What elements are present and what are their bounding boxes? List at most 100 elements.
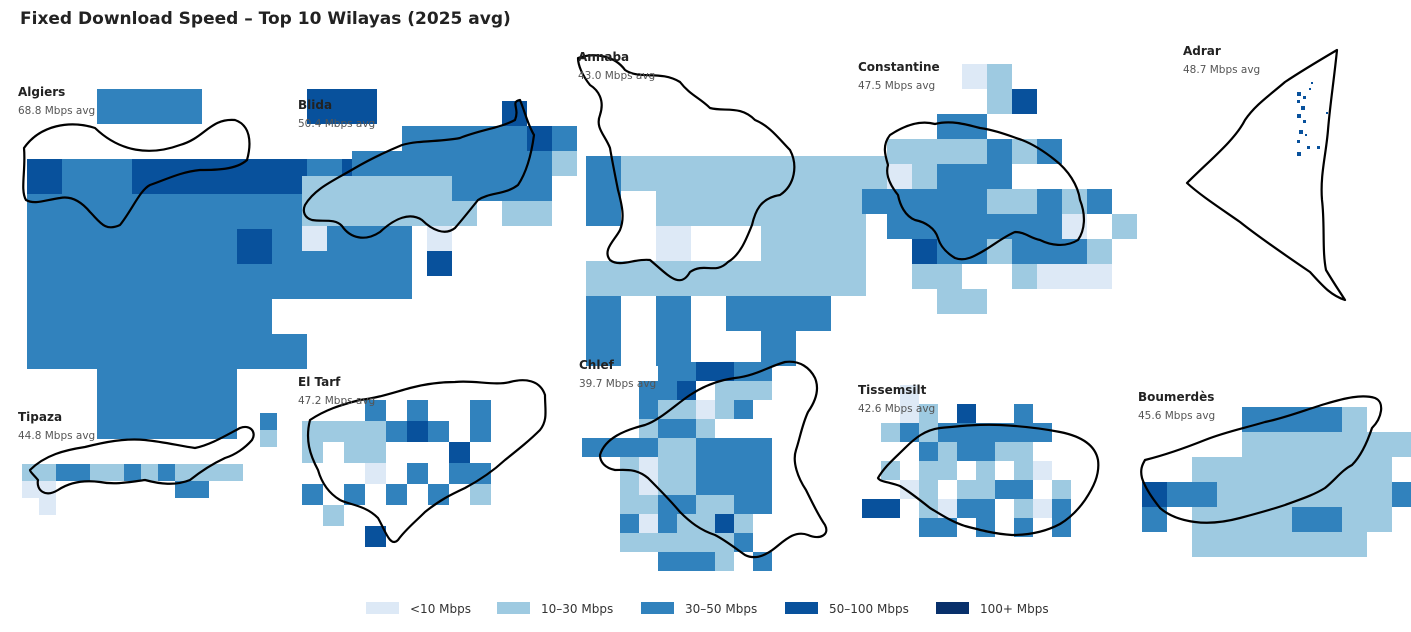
- speed-cell: [656, 331, 691, 366]
- speed-cell: [1317, 432, 1342, 457]
- speed-cell: [209, 464, 226, 481]
- legend-item: 50–100 Mbps: [785, 602, 909, 616]
- speed-cell: [753, 457, 772, 476]
- wilaya-average: 48.7 Mbps avg: [1183, 64, 1260, 76]
- speed-cell: [1297, 100, 1300, 103]
- wilaya-panel-algiers: Algiers 68.8 Mbps avg: [18, 85, 412, 439]
- speed-cell: [260, 430, 277, 447]
- speed-cell: [937, 189, 962, 214]
- speed-cell: [352, 201, 377, 226]
- speed-cell: [272, 159, 307, 194]
- speed-cell: [386, 421, 407, 442]
- speed-cell: [995, 423, 1014, 442]
- speed-cell: [1087, 264, 1112, 289]
- speed-cell: [1292, 532, 1317, 557]
- speed-cell: [677, 457, 696, 476]
- speed-cell: [327, 201, 352, 226]
- speed-cell: [937, 164, 962, 189]
- speed-cell: [27, 229, 62, 264]
- speed-cell: [658, 514, 677, 533]
- speed-cell: [552, 151, 577, 176]
- speed-cell: [734, 381, 753, 400]
- wilaya-boundary: [22, 118, 251, 229]
- wilaya-boundary: [883, 121, 1085, 261]
- speed-cell: [658, 362, 677, 381]
- speed-cell: [202, 264, 237, 299]
- speed-cell: [1087, 189, 1112, 214]
- speed-cell: [962, 214, 987, 239]
- speed-cell: [1014, 442, 1033, 461]
- speed-cell: [502, 201, 527, 226]
- speed-cell: [377, 226, 402, 251]
- speed-cell: [1267, 457, 1292, 482]
- speed-cell: [1292, 507, 1317, 532]
- speed-cell: [658, 438, 677, 457]
- speed-cell: [900, 404, 919, 423]
- speed-cell: [639, 400, 658, 419]
- speed-cell: [677, 495, 696, 514]
- speed-cell: [734, 476, 753, 495]
- speed-cell: [658, 381, 677, 400]
- speed-cell: [715, 495, 734, 514]
- speed-cell: [97, 194, 132, 229]
- speed-cell: [132, 229, 167, 264]
- speed-cell: [39, 464, 56, 481]
- speed-cell: [402, 176, 427, 201]
- speed-cell: [377, 251, 402, 276]
- speed-cell: [976, 518, 995, 537]
- speed-cell: [677, 514, 696, 533]
- speed-cell: [502, 126, 527, 151]
- speed-cell: [919, 518, 938, 537]
- speed-cell: [912, 139, 937, 164]
- wilaya-name: Boumerdès: [1138, 390, 1214, 404]
- speed-cell: [938, 518, 957, 537]
- speed-cell: [726, 191, 761, 226]
- speed-cell: [27, 264, 62, 299]
- speed-cell: [1392, 482, 1411, 507]
- wilaya-name: Blida: [298, 98, 332, 112]
- speed-cell: [586, 191, 621, 226]
- speed-cell: [132, 89, 167, 124]
- speed-cell: [1292, 457, 1317, 482]
- speed-cell: [132, 404, 167, 439]
- speed-cell: [995, 442, 1014, 461]
- speed-cell: [831, 226, 866, 261]
- speed-cell: [726, 296, 761, 331]
- speed-cell: [734, 457, 753, 476]
- speed-cell: [639, 438, 658, 457]
- speed-cell: [995, 480, 1014, 499]
- speed-cell: [344, 421, 365, 442]
- speed-cell: [141, 464, 158, 481]
- speed-cell: [1192, 457, 1217, 482]
- speed-cell: [56, 464, 73, 481]
- speed-cell: [831, 261, 866, 296]
- speed-cell: [132, 334, 167, 369]
- wilaya-name: Tissemsilt: [858, 383, 927, 397]
- speed-cell: [753, 381, 772, 400]
- speed-cell: [691, 156, 726, 191]
- speed-cell: [302, 176, 327, 201]
- speed-cell: [1311, 82, 1313, 84]
- speed-cell: [124, 464, 141, 481]
- speed-cell: [761, 191, 796, 226]
- wilaya-average: 68.8 Mbps avg: [18, 105, 95, 117]
- speed-cell: [1192, 532, 1217, 557]
- speed-cell: [1087, 239, 1112, 264]
- speed-cell: [862, 499, 881, 518]
- speed-cell: [1014, 480, 1033, 499]
- speed-cell: [90, 464, 107, 481]
- speed-grid: [27, 89, 412, 439]
- speed-cell: [976, 461, 995, 480]
- wilaya-boundary: [598, 360, 828, 559]
- wilaya-panels: Algiers 68.8 Mbps avg Blida 50.4 Mbps avg An…: [18, 44, 1411, 571]
- speed-cell: [656, 191, 691, 226]
- speed-cell: [796, 191, 831, 226]
- speed-cell: [639, 419, 658, 438]
- wilaya-name: Annaba: [578, 50, 629, 64]
- legend-item: 100+ Mbps: [936, 602, 1049, 616]
- wilaya-name: Constantine: [858, 60, 940, 74]
- speed-cell: [976, 423, 995, 442]
- speed-cell: [1317, 457, 1342, 482]
- speed-cell: [1052, 480, 1071, 499]
- speed-cell: [307, 89, 342, 124]
